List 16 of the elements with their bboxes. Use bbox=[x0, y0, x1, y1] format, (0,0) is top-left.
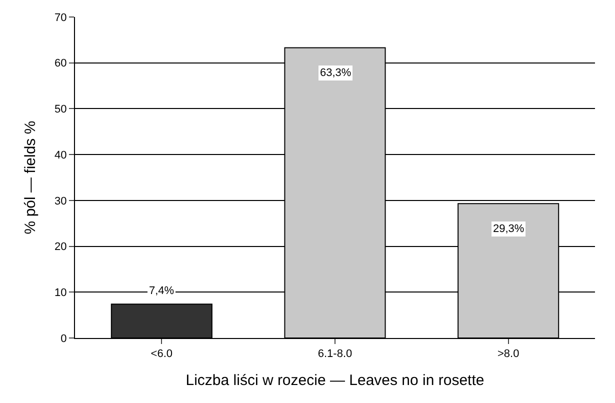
y-tick-label: 60 bbox=[54, 58, 67, 70]
y-tick-label: 50 bbox=[54, 104, 67, 116]
x-axis-title: Liczba liści w rozecie — Leaves no in rosette bbox=[186, 372, 484, 390]
x-tick-label: 6.1-8.0 bbox=[318, 348, 352, 360]
data-label: 7,4% bbox=[149, 285, 174, 297]
y-tick-label: 20 bbox=[54, 241, 67, 254]
y-tick-label: 30 bbox=[54, 195, 67, 208]
y-tick-label: 70 bbox=[54, 12, 67, 24]
data-label: 63,3% bbox=[320, 67, 352, 79]
y-tick-label: 0 bbox=[60, 332, 67, 345]
y-tick-label: 40 bbox=[54, 149, 67, 162]
x-tick-label: >8.0 bbox=[497, 348, 520, 360]
y-axis-title: % pól — fields % bbox=[22, 120, 39, 234]
x-tick-label: <6.0 bbox=[150, 348, 173, 360]
data-label: 29,3% bbox=[493, 223, 524, 235]
y-tick-label: 10 bbox=[54, 286, 67, 299]
